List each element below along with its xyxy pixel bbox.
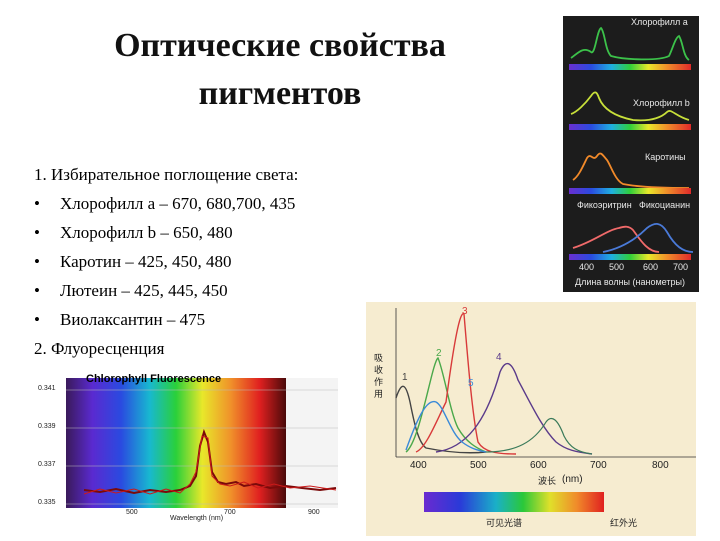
list-item-text: Каротин – 425, 450, 480 — [60, 252, 232, 271]
rainbow-bar — [569, 254, 691, 260]
x-tick: 500 — [470, 460, 487, 471]
curve-number: 4 — [496, 352, 502, 363]
visible-spectrum-band — [424, 492, 604, 512]
x-tick: 700 — [224, 509, 236, 516]
curve-number: 1 — [402, 372, 408, 383]
list-item: • Лютеин – 425, 445, 450 — [34, 276, 298, 305]
rainbow-bar — [569, 64, 691, 70]
curve-2 — [405, 356, 487, 453]
x-axis-label: Wavelength (nm) — [170, 515, 224, 522]
pigment-text-block: 1. Избирательное поглощение света: • Хлор… — [34, 160, 298, 363]
curve-6 — [485, 417, 593, 455]
list-item-text: Хлорофилл а – 670, 680,700, 435 — [60, 194, 296, 213]
phycocyanin-curve — [602, 223, 694, 253]
label-chlorophyll-b: Хлорофилл b — [633, 98, 690, 108]
pigment-absorption-chart: 1 2 3 4 5 400 500 600 700 800 波长 (nm) 吸收… — [366, 302, 696, 536]
bullet-icon: • — [34, 281, 40, 300]
bullet-icon: • — [34, 310, 40, 329]
label-chlorophyll-a: Хлорофилл а — [631, 17, 688, 27]
list-item: • Каротин – 425, 450, 480 — [34, 247, 298, 276]
carotenoid-curve — [572, 152, 690, 189]
label-phycoerythrin: Фикоэритрин — [577, 200, 632, 210]
x-tick: 900 — [308, 509, 320, 516]
axis-tick: 400 — [579, 262, 595, 272]
absorption-spectra-panel: Хлорофилл а Хлорофилл b Каротины Фикоэри… — [563, 16, 699, 292]
absorption-curves-graphic — [395, 308, 696, 512]
curve-4 — [435, 362, 593, 455]
phycoerythrin-curve — [572, 225, 660, 253]
fluorescence-chart: 0.341 0.339 0.337 0.335 500 700 900 Wave… — [30, 372, 338, 524]
infrared-label: 红外光 — [610, 518, 638, 528]
chlorophyll-b-curve — [570, 91, 690, 122]
x-tick: 700 — [590, 460, 607, 471]
visible-spectrum-label: 可见光谱 — [486, 518, 523, 528]
y-tick: 0.339 — [38, 423, 56, 430]
y-tick: 0.341 — [38, 385, 56, 392]
list-item-text: Лютеин – 425, 445, 450 — [60, 281, 228, 300]
list-item-text: Виолаксантин – 475 — [60, 310, 206, 329]
list-item-text: Хлорофилл b – 650, 480 — [60, 223, 233, 242]
axis-tick: 500 — [609, 262, 625, 272]
curve-number: 2 — [436, 348, 442, 359]
chlorophyll-a-curve — [570, 26, 690, 61]
bullet-icon: • — [34, 252, 40, 271]
list-item: • Хлорофилл b – 650, 480 — [34, 218, 298, 247]
axis-label: Длина волны (нанометры) — [575, 277, 685, 287]
axis-tick: 600 — [643, 262, 659, 272]
bullet-icon: • — [34, 223, 40, 242]
list-heading-fluorescence: 2. Флуоресценция — [34, 339, 165, 358]
x-tick: 800 — [652, 460, 669, 471]
fluorescence-graphic — [66, 378, 338, 508]
x-axis-label: 波长 — [538, 476, 557, 486]
rainbow-bar — [569, 124, 691, 130]
y-tick: 0.335 — [38, 499, 56, 506]
x-axis-unit: (nm) — [562, 474, 583, 485]
axis-tick: 700 — [673, 262, 689, 272]
page-title: Оптические свойства пигментов — [114, 27, 446, 112]
fluorescence-chart-title: Chlorophyll Fluorescence — [86, 373, 222, 385]
y-axis-label: 吸收作用 — [374, 353, 384, 399]
bullet-icon: • — [34, 194, 40, 213]
list-item: • Хлорофилл а – 670, 680,700, 435 — [34, 189, 298, 218]
curve-number: 5 — [468, 378, 474, 389]
x-tick: 600 — [530, 460, 547, 471]
rainbow-bar — [569, 188, 691, 194]
curve-1 — [395, 385, 487, 454]
curve-5 — [405, 400, 487, 453]
list-item: • Виолаксантин – 475 — [34, 305, 298, 334]
absorption-spectra-graphic — [569, 26, 694, 260]
x-tick: 500 — [126, 509, 138, 516]
label-phycocyanin: Фикоцианин — [639, 200, 691, 210]
label-carotenoids: Каротины — [645, 152, 686, 162]
y-tick: 0.337 — [38, 461, 56, 468]
curve-number: 3 — [462, 306, 468, 317]
list-heading-absorption: 1. Избирательное поглощение света: — [34, 165, 299, 184]
x-tick: 400 — [410, 460, 427, 471]
curve-3 — [415, 313, 517, 455]
